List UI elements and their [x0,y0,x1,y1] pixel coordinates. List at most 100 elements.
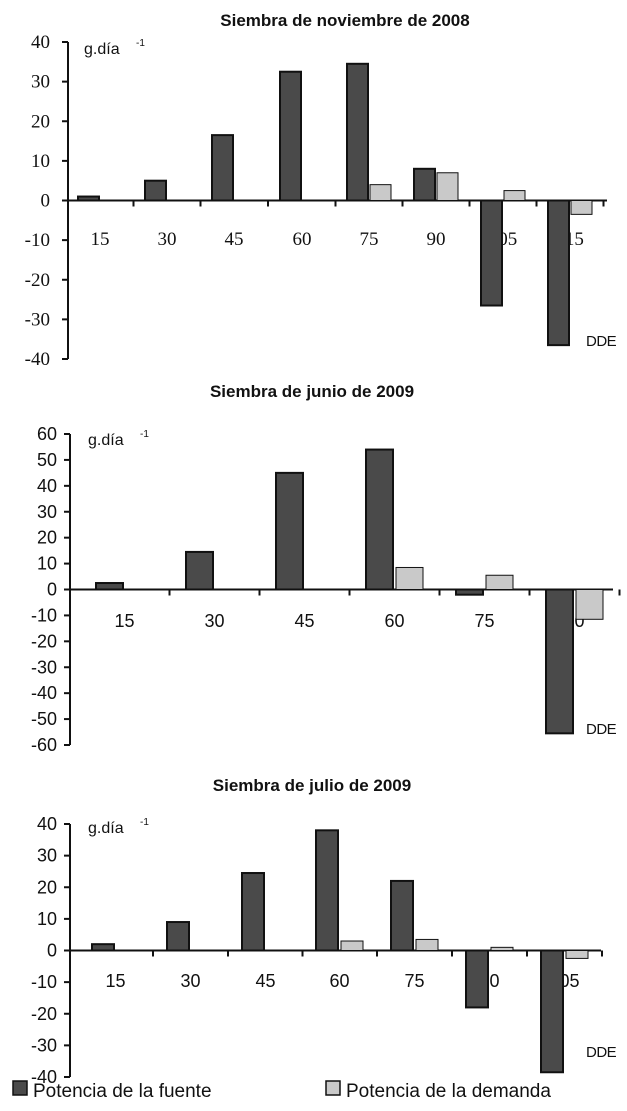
bar-demanda-75 [369,184,392,201]
y-tick-label: 30 [31,72,50,93]
y-tick-label: 0 [47,941,57,961]
bar-demanda-90 [575,589,604,620]
x-axis-label: DDE [586,1044,617,1061]
y-tick-label: 10 [37,554,57,574]
y-tick-label: 20 [37,528,57,548]
y-tick-label: -50 [31,709,57,729]
chart-title: Siembra de junio de 2009 [210,382,414,401]
y-tick-label: -60 [31,735,57,755]
y-tick-label: -10 [25,230,50,251]
unit-label: g.día [88,432,124,449]
bar-fuente-60 [315,829,339,952]
chart-panel-2: Siembra de junio de 2009 g.día -1 60 50 40 30 2… [31,382,621,755]
bar-fuente-15 [77,195,100,202]
y-tick-label: 0 [47,580,57,600]
y-tick-label: -40 [31,1067,57,1087]
y-tick-label: -40 [31,683,57,703]
bar-demanda-75 [485,574,514,591]
x-tick-label: 75 [404,971,424,991]
x-tick-label: 30 [180,971,200,991]
bar-fuente-45 [275,471,304,591]
y-tick-label: 40 [31,32,50,53]
bar-fuente-115 [547,199,570,347]
legend-label-demanda: Potencia de la demanda [346,1081,551,1102]
chart-title: Siembra de noviembre de 2008 [220,11,469,30]
bar-fuente-60 [365,448,394,591]
x-tick-label: 30 [204,611,224,631]
bar-demanda-105 [503,190,526,201]
legend-label-fuente: Potencia de la fuente [33,1081,212,1102]
bar-fuente-75 [346,62,369,202]
bar-fuente-105 [480,199,503,307]
x-axis-label: DDE [586,333,617,350]
y-tick-label: 30 [37,846,57,866]
legend: Potencia de la fuente Potencia de la dem… [12,1080,551,1102]
bar-fuente-15 [91,943,115,952]
bar-fuente-45 [241,872,265,952]
y-tick-label: -30 [31,1035,57,1055]
bar-demanda-90 [490,946,514,952]
unit-label: g.día [84,41,120,58]
x-tick-label: 30 [158,229,177,250]
x-tick-label: 45 [255,971,275,991]
unit-superscript: -1 [140,429,149,440]
bar-fuente-90 [545,588,574,735]
x-tick-label: 75 [474,611,494,631]
x-tick-label: 15 [91,229,110,250]
y-tick-label: 10 [37,909,57,929]
bar-fuente-30 [185,550,214,591]
x-tick-label: 60 [329,971,349,991]
x-tick-label: 90 [427,229,446,250]
x-tick-label: 15 [105,971,125,991]
x-axis-label: DDE [586,721,617,738]
x-tick-label: 45 [225,229,244,250]
bar-fuente-90 [465,949,489,1009]
bar-demanda-105 [565,950,589,959]
y-tick-label: 40 [37,476,57,496]
y-tick-label: 10 [31,151,50,172]
unit-superscript: -1 [140,817,149,828]
bar-fuente-30 [144,179,167,202]
y-tick-label: -20 [31,631,57,651]
x-tick-label: 60 [384,611,404,631]
bar-fuente-90 [413,167,436,202]
bar-demanda-115 [570,200,593,215]
legend-swatch-demanda [325,1080,341,1096]
bar-fuente-45 [211,134,234,202]
unit-label: g.día [88,820,124,837]
bar-fuente-15 [95,582,124,591]
bar-demanda-60 [395,566,424,590]
chart-panel-3: Siembra de julio de 2009 g.día -1 40 30 20 10 0… [31,776,617,1087]
chart-panel-1: Siembra de noviembre de 2008 g.día -1 40 30 2… [25,11,617,370]
bar-fuente-60 [279,70,302,202]
bar-demanda-60 [340,940,364,952]
y-tick-label: -40 [25,349,50,370]
y-tick-label: -30 [25,309,50,330]
x-tick-label: 45 [294,611,314,631]
y-tick-label: 20 [31,111,50,132]
bar-fuente-75 [455,588,484,596]
y-tick-label: -30 [31,657,57,677]
x-tick-label: 15 [114,611,134,631]
bar-demanda-75 [415,938,439,952]
y-tick-label: 30 [37,502,57,522]
y-tick-label: 40 [37,814,57,834]
chart-panels: Siembra de noviembre de 2008 g.día -1 40 30 2… [25,11,621,1087]
x-tick-label: 60 [293,229,312,250]
x-tick-label: 75 [360,229,379,250]
bar-fuente-30 [166,921,190,952]
y-tick-label: 0 [41,191,51,212]
bar-fuente-105 [540,949,564,1074]
y-tick-label: 60 [37,424,57,444]
y-tick-label: -20 [25,270,50,291]
bar-demanda-90 [436,172,459,201]
y-tick-label: -10 [31,605,57,625]
y-tick-label: 20 [37,877,57,897]
legend-swatch-fuente [12,1080,28,1096]
y-tick-label: 50 [37,450,57,470]
chart-title: Siembra de julio de 2009 [213,776,411,795]
unit-superscript: -1 [136,38,145,49]
y-tick-label: -10 [31,972,57,992]
bar-fuente-75 [390,879,414,952]
